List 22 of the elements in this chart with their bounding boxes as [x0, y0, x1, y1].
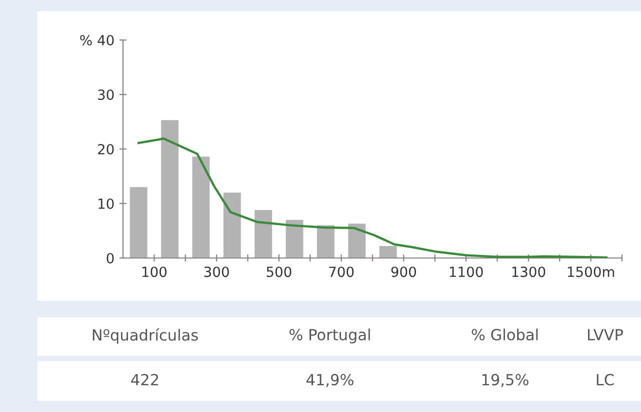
x-tick-label: 300	[204, 266, 229, 278]
text: Nºquadrículas	[92, 328, 198, 344]
y-tick-label: 30	[98, 89, 114, 100]
y-tick-label: 10	[98, 198, 114, 209]
text: 41,9%	[306, 374, 354, 387]
x-tick-label: 1300	[512, 266, 546, 278]
x-tick-label: 1500m	[568, 266, 614, 278]
x-tick-label: 900	[391, 266, 416, 278]
line-series	[137, 138, 608, 258]
text: LVVP	[588, 329, 623, 340]
x-tick-label: 1100	[450, 266, 483, 278]
text: 422	[131, 374, 158, 386]
text: % Portugal	[290, 328, 370, 344]
y-tick-label: % 40	[80, 34, 114, 46]
y-tick-label: 20	[98, 144, 114, 154]
x-tick-label: 500	[266, 266, 292, 278]
text: 19,5%	[482, 374, 528, 387]
x-tick-label: 700	[329, 266, 354, 278]
y-tick-label: 0	[106, 252, 114, 264]
text: % Global	[472, 328, 538, 340]
x-tick-label: 100	[142, 266, 167, 278]
text: LC	[596, 374, 614, 386]
